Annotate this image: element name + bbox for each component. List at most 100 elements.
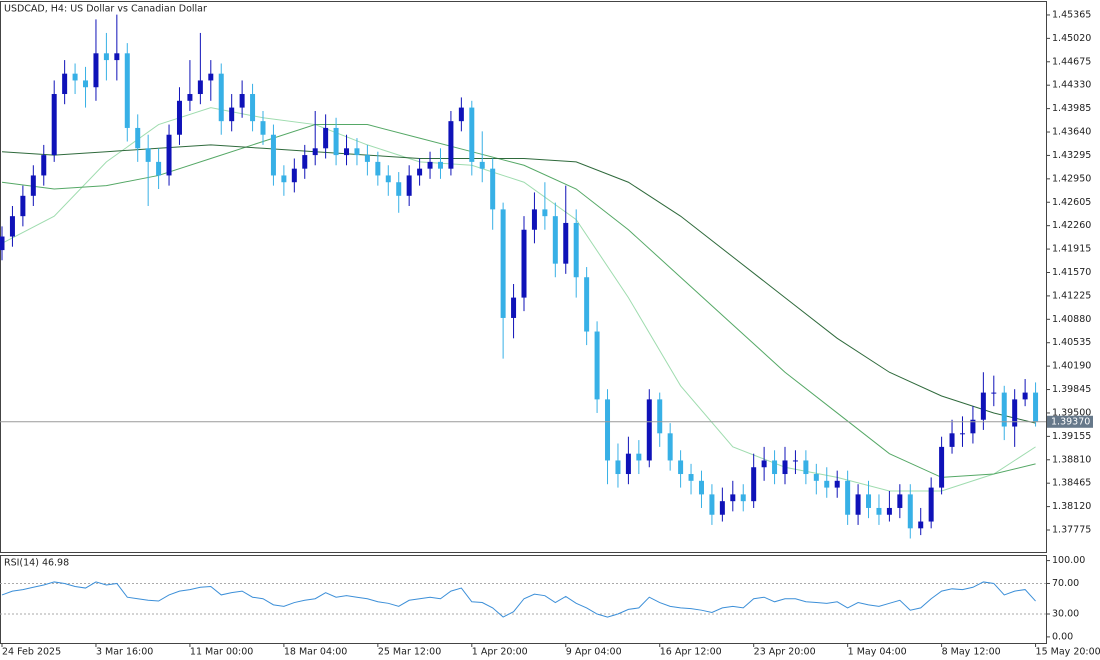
candle-body	[166, 134, 172, 176]
candle-body	[156, 161, 162, 176]
candle-body	[792, 460, 798, 462]
candle-body	[0, 236, 5, 251]
candle-body	[20, 195, 26, 217]
candle-body	[615, 460, 621, 475]
rsi-line	[1, 581, 1036, 618]
candle-body	[51, 94, 57, 156]
y-tick-label: 0.00	[1052, 631, 1073, 642]
candle-body	[124, 53, 130, 128]
candle-body	[323, 127, 329, 149]
candle-body	[584, 277, 590, 332]
candle-body	[406, 175, 412, 196]
candle-body	[782, 460, 788, 475]
y-tick-label: 1.43295	[1052, 150, 1091, 161]
candle-body	[270, 134, 276, 176]
x-tick-label: 23 Apr 20:00	[754, 647, 816, 658]
candle-body	[176, 100, 182, 135]
candle-body	[855, 494, 861, 515]
candle-body	[145, 148, 151, 162]
candle-body	[991, 392, 997, 394]
y-tick-label: 1.42260	[1052, 220, 1091, 231]
candle-body	[657, 399, 663, 434]
candle-body	[730, 494, 736, 502]
candle-body	[396, 182, 402, 196]
candle-body	[500, 209, 506, 318]
candle-body	[260, 121, 266, 135]
candle-body	[625, 453, 631, 475]
candle-body	[646, 399, 652, 461]
candle-body	[886, 507, 892, 515]
moving-average	[1, 144, 1036, 424]
candle-body	[448, 121, 454, 169]
y-tick-label: 1.44330	[1052, 80, 1091, 91]
y-tick-label: 1.40190	[1052, 361, 1091, 372]
x-tick-label: 3 Mar 16:00	[96, 647, 153, 658]
candle-body	[218, 73, 224, 122]
rsi-title: RSI(14) 46.98	[4, 558, 69, 569]
rsi-frame	[0, 555, 1047, 644]
x-tick-label: 18 Mar 04:00	[284, 647, 347, 658]
y-tick-label: 1.39845	[1052, 384, 1091, 395]
candle-body	[1033, 392, 1039, 422]
y-tick-label: 1.40535	[1052, 337, 1091, 348]
y-tick-label: 1.42950	[1052, 173, 1091, 184]
candle-body	[740, 494, 746, 502]
candle-body	[970, 419, 976, 434]
candle-body	[531, 209, 537, 230]
candle-body	[521, 229, 527, 298]
candle-body	[824, 480, 830, 488]
candle-body	[709, 494, 715, 515]
candle-body	[1001, 392, 1007, 427]
y-tick-label: 1.41225	[1052, 290, 1091, 301]
candle-body	[959, 433, 965, 435]
candle-body	[803, 460, 809, 475]
y-tick-label: 100.00	[1052, 555, 1085, 566]
candle-body	[678, 460, 684, 475]
candle-body	[939, 446, 945, 488]
candle-body	[208, 73, 214, 81]
candle-body	[229, 107, 235, 122]
candle-body	[291, 168, 297, 183]
candle-body	[761, 460, 767, 468]
candle-body	[813, 474, 819, 481]
candle-body	[197, 80, 203, 95]
candle-body	[636, 453, 642, 461]
candle-body	[417, 168, 423, 176]
x-tick-label: 8 May 12:00	[942, 647, 1001, 658]
x-tick-label: 11 Mar 00:00	[190, 647, 253, 658]
candle-body	[469, 107, 475, 162]
candle-body	[605, 399, 611, 461]
y-tick-label: 30.00	[1052, 609, 1079, 620]
candle-body	[490, 168, 496, 210]
candle-body	[845, 480, 851, 515]
candle-body	[302, 155, 308, 169]
candle-body	[375, 161, 381, 176]
candle-body	[385, 175, 391, 183]
y-tick-label: 1.43640	[1052, 127, 1091, 138]
candle-body	[688, 474, 694, 481]
candle-body	[239, 94, 245, 108]
candle-body	[918, 521, 924, 529]
y-tick-label: 1.38120	[1052, 501, 1091, 512]
x-tick-label: 1 Apr 20:00	[472, 647, 528, 658]
candle-body	[83, 80, 89, 88]
candle-body	[667, 433, 673, 461]
x-tick-label: 9 Apr 04:00	[566, 647, 622, 658]
moving-average	[1, 107, 1036, 492]
candle-body	[9, 216, 15, 237]
candle-body	[928, 487, 934, 522]
chart-title: USDCAD, H4: US Dollar vs Canadian Dollar	[4, 4, 207, 15]
y-tick-label: 1.39500	[1052, 407, 1091, 418]
candle-body	[427, 161, 433, 169]
candle-body	[949, 433, 955, 447]
y-tick-label: 1.41915	[1052, 244, 1091, 255]
y-tick-label: 1.42605	[1052, 197, 1091, 208]
candle-body	[897, 494, 903, 508]
y-tick-label: 1.44675	[1052, 56, 1091, 67]
candle-body	[479, 161, 485, 169]
moving-average	[1, 124, 1036, 478]
candle-body	[907, 494, 913, 529]
candle-body	[114, 53, 120, 61]
